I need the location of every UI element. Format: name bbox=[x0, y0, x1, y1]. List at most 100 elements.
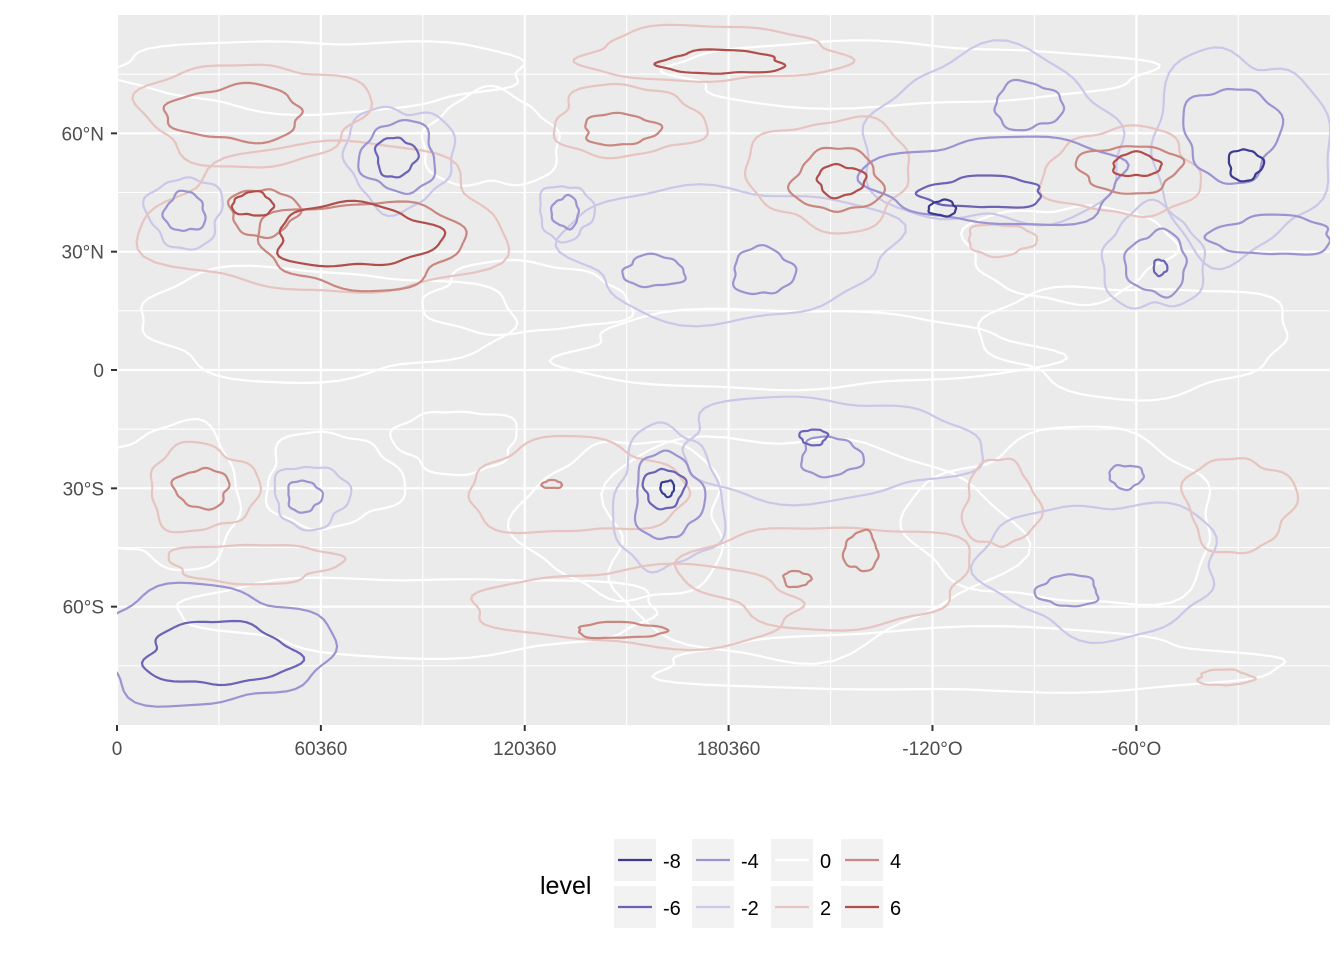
contour-level-4 bbox=[1074, 145, 1186, 195]
contour-level-2 bbox=[967, 223, 1039, 259]
legend-label: -8 bbox=[663, 851, 681, 873]
legend-entry: 0 bbox=[771, 839, 831, 881]
contour-level-4 bbox=[162, 81, 304, 145]
contour-level-0 bbox=[600, 435, 1032, 665]
contour-level-2 bbox=[743, 115, 911, 235]
legend-entry: 6 bbox=[841, 886, 901, 928]
x-tick-label: -120°O bbox=[902, 739, 962, 760]
x-tick-label: 180360 bbox=[697, 739, 760, 760]
contour-level-neg6 bbox=[641, 467, 688, 511]
contour-level-neg4 bbox=[993, 78, 1066, 132]
contour-level-neg4 bbox=[732, 244, 798, 296]
contour-level-4 bbox=[256, 200, 468, 293]
contour-level-neg8 bbox=[927, 198, 958, 218]
contour-level-neg2 bbox=[142, 176, 224, 251]
contour-level-0 bbox=[548, 307, 1069, 392]
contour-level-neg2 bbox=[611, 421, 727, 574]
contour-level-6 bbox=[276, 199, 447, 268]
contour-level-4 bbox=[782, 569, 813, 589]
contour-level-2 bbox=[470, 562, 806, 652]
legend-label: 4 bbox=[890, 851, 901, 873]
contour-level-2 bbox=[167, 543, 347, 586]
contour-level-0 bbox=[899, 425, 1212, 607]
legend-title: level bbox=[540, 872, 591, 900]
legend-label: 6 bbox=[890, 898, 901, 920]
contour-level-0 bbox=[960, 204, 1180, 307]
contour-level-neg4 bbox=[856, 135, 1130, 227]
y-tick-label: 30°S bbox=[63, 479, 104, 500]
contour-level-neg6 bbox=[798, 428, 830, 447]
contour-level-neg4 bbox=[1203, 213, 1330, 256]
contour-level-2 bbox=[1180, 457, 1300, 555]
contour-level-neg2 bbox=[1100, 198, 1207, 310]
legend-label: 0 bbox=[820, 851, 831, 873]
contour-level-0 bbox=[264, 430, 407, 531]
contour-level-neg2 bbox=[969, 501, 1218, 644]
contour-level-neg2 bbox=[554, 183, 907, 328]
contour-level-neg2 bbox=[539, 185, 597, 244]
legend-entry: -6 bbox=[614, 886, 681, 928]
contour-level-0 bbox=[176, 576, 659, 660]
contour-level-0 bbox=[659, 39, 1161, 110]
legend-label: 2 bbox=[820, 898, 831, 920]
legend-label: -4 bbox=[741, 851, 759, 873]
contour-level-neg4 bbox=[357, 119, 437, 195]
contour-level-4 bbox=[577, 620, 670, 640]
contour-level-neg4 bbox=[287, 479, 324, 514]
legend-keys: -8 -6 -4 -2 0 2 4 6 bbox=[614, 839, 901, 928]
contour-level-neg6 bbox=[140, 619, 306, 687]
contour-level-neg4 bbox=[1108, 464, 1145, 492]
contour-level-2 bbox=[1038, 124, 1203, 219]
y-axis: 60°N 30°N 0 30°S 60°S bbox=[62, 124, 117, 619]
contour-level-neg6 bbox=[1152, 258, 1169, 278]
contour-level-neg2 bbox=[1150, 46, 1330, 271]
legend-entry: -4 bbox=[692, 839, 759, 881]
y-tick-label: 30°N bbox=[62, 243, 104, 264]
contour-lines bbox=[117, 23, 1330, 708]
legend-entry: 4 bbox=[841, 839, 901, 881]
legend-entry: -2 bbox=[692, 886, 759, 928]
x-tick-label: 120360 bbox=[493, 739, 556, 760]
contour-level-neg2 bbox=[861, 39, 1126, 227]
x-tick-label: -60°O bbox=[1111, 739, 1161, 760]
contour-level-0 bbox=[420, 84, 561, 187]
contour-level-4 bbox=[540, 478, 564, 490]
contour-level-2 bbox=[673, 526, 971, 632]
contour-level-0 bbox=[977, 285, 1289, 402]
x-tick-label: 60360 bbox=[294, 739, 347, 760]
contour-level-0 bbox=[389, 410, 518, 477]
contour-level-2 bbox=[467, 434, 692, 535]
legend-label: -2 bbox=[741, 898, 759, 920]
contour-level-2 bbox=[960, 457, 1044, 548]
contour-level-0 bbox=[117, 40, 526, 117]
contour-level-neg6 bbox=[373, 136, 420, 179]
contour-level-neg4 bbox=[1033, 573, 1100, 608]
contour-level-6 bbox=[653, 48, 787, 75]
contour-level-0 bbox=[117, 417, 243, 572]
contour-level-4 bbox=[841, 528, 880, 573]
y-tick-label: 0 bbox=[93, 361, 104, 382]
contour-level-neg4 bbox=[800, 435, 865, 479]
contour-level-2 bbox=[131, 63, 373, 169]
contour-level-neg2 bbox=[273, 465, 353, 532]
contour-level-neg2 bbox=[341, 105, 457, 218]
contour-level-neg4 bbox=[1123, 227, 1188, 299]
contour-level-0 bbox=[651, 625, 1287, 694]
contour-level-2 bbox=[572, 23, 856, 83]
contour-level-6 bbox=[1112, 150, 1163, 178]
contour-level-neg4 bbox=[621, 252, 687, 289]
contour-level-neg4 bbox=[161, 189, 207, 232]
contour-level-0 bbox=[421, 258, 635, 337]
x-tick-label: 0 bbox=[112, 739, 123, 760]
contour-level-6 bbox=[815, 162, 868, 200]
contour-level-neg4 bbox=[550, 193, 580, 231]
contour-level-2 bbox=[552, 82, 709, 160]
x-axis: 0 60360 120360 180360 -120°O -60°O bbox=[112, 725, 1161, 760]
y-tick-label: 60°N bbox=[62, 124, 104, 145]
contour-level-neg8 bbox=[659, 479, 676, 499]
contour-level-4 bbox=[584, 111, 664, 147]
contour-level-neg4 bbox=[117, 581, 339, 708]
legend-label: -6 bbox=[663, 898, 681, 920]
contour-level-4 bbox=[170, 466, 231, 511]
